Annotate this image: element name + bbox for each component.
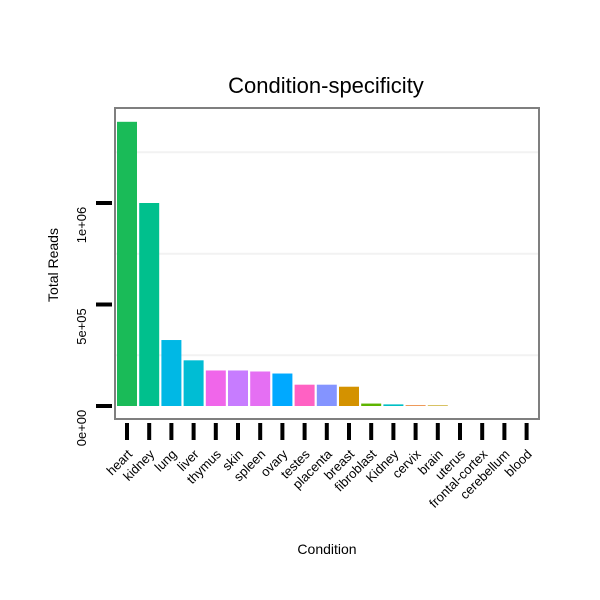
- bar-thymus: [205, 370, 226, 406]
- bars: [117, 121, 448, 407]
- y-axis: 0e+00 5e+05 1e+06: [74, 201, 112, 447]
- x-axis-title: Condition: [297, 541, 356, 557]
- bar-kidney: [383, 404, 404, 406]
- bar-testes: [294, 384, 315, 406]
- bar-heart: [117, 121, 137, 407]
- bar-cervix: [405, 405, 426, 406]
- chart-title: Condition-specificity: [228, 73, 424, 98]
- plot-panel-border: [114, 107, 540, 420]
- bar-fibroblast: [361, 403, 382, 406]
- y-tick-label: 0e+00: [74, 410, 89, 447]
- bar-kidney: [139, 203, 160, 406]
- y-axis-title: Total Reads: [45, 228, 61, 302]
- bar-brain: [427, 405, 448, 406]
- bar-liver: [183, 360, 204, 406]
- bar-breast: [339, 386, 359, 406]
- y-tick-label: 5e+05: [74, 308, 89, 345]
- y-tick-label: 1e+06: [74, 207, 89, 244]
- bar-ovary: [272, 373, 293, 406]
- bar-spleen: [250, 371, 271, 406]
- x-tick-label: lung: [152, 447, 180, 475]
- bar-skin: [228, 370, 248, 406]
- x-axis: heartkidneylungliverthymusskinspleenovar…: [104, 423, 535, 511]
- grid-lines: [116, 151, 538, 357]
- bar-lung: [161, 340, 182, 406]
- bar-placenta: [316, 384, 337, 406]
